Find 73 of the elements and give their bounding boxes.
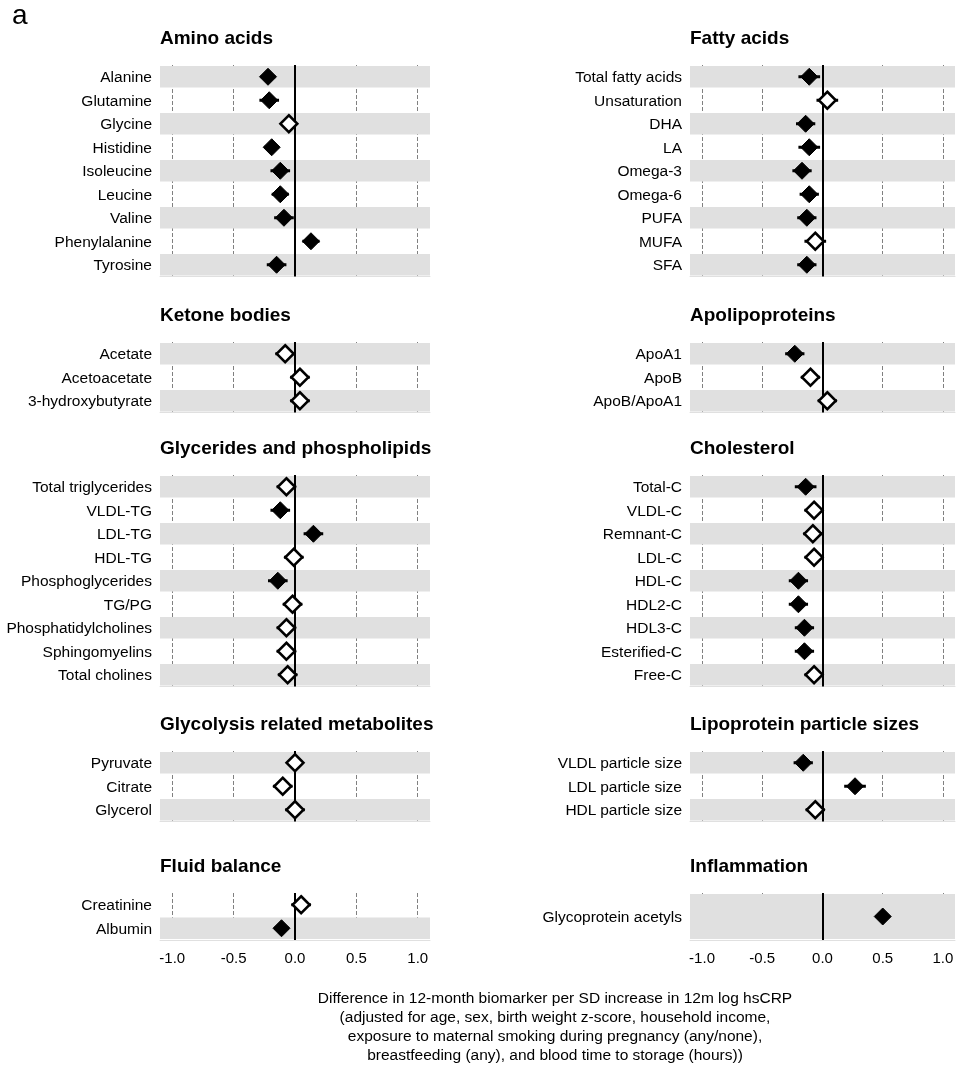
y-tick-label: Total cholines [58, 666, 153, 684]
y-tick-label: Unsaturation [594, 91, 682, 109]
chart-title: Glycerides and phospholipids [160, 437, 432, 458]
y-tick-label: Total fatty acids [575, 68, 683, 86]
y-tick-label: HDL-C [634, 572, 682, 590]
y-tick-label: Leucine [97, 185, 152, 203]
y-tick-label: DHA [649, 115, 683, 133]
y-tick-label: Remnant-C [602, 525, 682, 543]
y-tick-label: ApoA1 [635, 345, 682, 363]
y-tick-label: LDL-C [637, 548, 682, 566]
text: a [12, 0, 28, 30]
chart-title: Cholesterol [690, 437, 795, 458]
x-tick-label: 0.5 [872, 949, 894, 966]
y-tick-label: ApoB/ApoA1 [593, 392, 682, 410]
y-tick-label: Acetate [99, 345, 152, 363]
y-tick-label: Glycerol [95, 801, 152, 819]
y-tick-label: HDL particle size [565, 801, 682, 819]
y-tick-label: Omega-3 [617, 162, 682, 180]
y-tick-label: Total triglycerides [32, 478, 153, 496]
y-tick-label: SFA [652, 256, 683, 274]
y-tick-label: TG/PG [103, 595, 152, 613]
chart-title: Apolipoproteins [690, 304, 836, 325]
chart-title: Glycolysis related metabolites [160, 713, 434, 734]
y-tick-label: Total-C [632, 478, 682, 496]
y-tick-label: PUFA [641, 209, 683, 227]
chart-title: Inflammation [690, 855, 809, 876]
y-tick-label: LDL particle size [567, 777, 682, 795]
y-tick-label: ApoB [644, 368, 682, 386]
y-tick-label: Isoleucine [82, 162, 152, 180]
y-tick-label: Pyruvate [90, 754, 152, 772]
chart-title: Fluid balance [160, 855, 282, 876]
y-tick-label: Valine [110, 209, 152, 227]
y-tick-label: Tyrosine [93, 256, 152, 274]
y-tick-label: Phenylalanine [54, 232, 152, 250]
chart-title: Ketone bodies [160, 304, 291, 325]
y-tick-label: VLDL particle size [557, 754, 682, 772]
y-tick-label: Esterified-C [601, 642, 682, 660]
x-tick-label: 1.0 [932, 949, 954, 966]
y-tick-label: Glutamine [81, 91, 152, 109]
y-tick-label: Phosphatidylcholines [6, 619, 153, 637]
y-tick-label: HDL3-C [626, 619, 682, 637]
y-tick-label: Alanine [100, 68, 152, 86]
y-tick-label: Acetoacetate [61, 368, 152, 386]
y-tick-label: Glycoprotein acetyls [542, 908, 683, 925]
x-tick-label: 1.0 [407, 949, 429, 966]
y-tick-label: MUFA [638, 232, 683, 250]
y-tick-label: Albumin [96, 919, 152, 937]
y-tick-label: Creatinine [81, 896, 152, 914]
chart-title: Amino acids [160, 27, 273, 48]
x-tick-label: 0.0 [812, 949, 833, 966]
chart-title: Fatty acids [690, 27, 790, 48]
x-tick-label: -0.5 [220, 949, 247, 966]
y-tick-label: Histidine [92, 138, 152, 156]
x-tick-label: -1.0 [689, 949, 715, 966]
y-tick-label: HDL-TG [94, 548, 152, 566]
text: Difference in 12-month biomarker per SD increase in 12m log hsCRP (adjusted for age, sex, birth weight z-score, household income, exposure to maternal smoking during pregnancy (any/none), breastfeeding (any), and blood time to storage (hours)) [316, 988, 794, 1064]
y-tick-label: HDL2-C [626, 595, 682, 613]
x-tick-label: -0.5 [749, 949, 776, 966]
x-tick-label: 0.5 [345, 949, 367, 966]
chart-title: Lipoprotein particle sizes [690, 713, 920, 734]
x-tick-label: 0.0 [284, 949, 306, 966]
y-tick-label: LA [663, 138, 683, 156]
y-tick-label: Glycine [100, 115, 152, 133]
y-tick-label: VLDL-TG [86, 501, 152, 519]
y-tick-label: Free-C [633, 666, 682, 684]
x-tick-label: -1.0 [159, 949, 186, 966]
y-tick-label: 3-hydroxybutyrate [27, 392, 152, 410]
y-tick-label: VLDL-C [626, 501, 682, 519]
y-tick-label: Citrate [106, 777, 152, 795]
y-tick-label: LDL-TG [96, 525, 152, 543]
y-tick-label: Omega-6 [617, 185, 682, 203]
y-tick-label: Sphingomyelins [42, 642, 153, 660]
y-tick-label: Phosphoglycerides [21, 572, 153, 590]
